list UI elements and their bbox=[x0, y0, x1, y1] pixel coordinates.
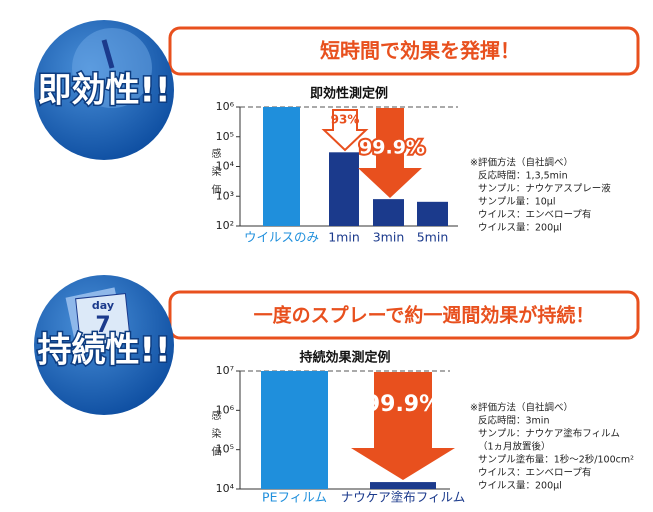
x-tick-label: 1min bbox=[328, 230, 360, 245]
annotation: 99.9% bbox=[365, 392, 441, 417]
badge: 即効性!! bbox=[37, 71, 170, 111]
y-tick-label: 10⁵ bbox=[216, 443, 234, 456]
note: ※評価方法（自社調べ） bbox=[470, 402, 573, 414]
arrow bbox=[358, 108, 422, 198]
note: サンプル：ナウケアスプレー液 bbox=[478, 183, 611, 195]
section-quick: 短時間で効果を発揮！ 即効性!! bbox=[34, 20, 640, 160]
y-tick-label: 10⁴ bbox=[216, 160, 235, 173]
note: ※評価方法（自社調べ） bbox=[470, 157, 573, 169]
header-box bbox=[168, 290, 640, 340]
y-axis-label: 感染価 bbox=[209, 409, 221, 464]
x-tick-label: 3min bbox=[373, 230, 405, 245]
x-tick-label: ウイルスのみ bbox=[244, 230, 319, 245]
bar bbox=[417, 201, 448, 226]
annotation: 99.9% bbox=[359, 137, 425, 159]
y-axis-label: 感染価 bbox=[209, 147, 221, 202]
note: 反応時間：1,3,5min bbox=[478, 170, 568, 182]
header: 一度のスプレーで約一週間効果が持続！ bbox=[254, 304, 595, 327]
calendar-number: 7 bbox=[95, 313, 110, 338]
annotation: 93% bbox=[331, 113, 360, 127]
note: ウイルス量：200μl bbox=[478, 223, 562, 234]
note: 反応時間：3min bbox=[478, 415, 549, 427]
y-tick-label: 10² bbox=[216, 219, 234, 232]
bar bbox=[370, 482, 436, 489]
clock-hand bbox=[101, 39, 115, 69]
y-tick-label: 10⁷ bbox=[216, 364, 234, 377]
calendar-icon bbox=[75, 292, 131, 348]
bar bbox=[373, 199, 404, 226]
note: （1ヵ月放置後） bbox=[478, 441, 551, 453]
chart-title: 持続効果測定例 bbox=[299, 350, 390, 366]
bar bbox=[329, 152, 359, 226]
section-lasting: 一度のスプレーで約一週間効果が持続！ day 7 持続性!! bbox=[34, 275, 640, 415]
note: ウイルス量：200μl bbox=[478, 481, 562, 492]
arrow bbox=[321, 109, 369, 152]
note: ウイルス：エンベロープ有 bbox=[478, 209, 591, 221]
chart-title: 即効性測定例 bbox=[310, 86, 388, 102]
note: サンプル：ナウケア塗布フィルム bbox=[478, 428, 620, 440]
y-tick-label: 10³ bbox=[216, 189, 234, 202]
x-tick-label: PEフィルム bbox=[262, 490, 327, 505]
y-tick-label: 10⁴ bbox=[216, 482, 235, 495]
arrow bbox=[351, 372, 455, 480]
y-tick-label: 10⁶ bbox=[216, 100, 235, 113]
header: 短時間で効果を発揮！ bbox=[320, 39, 520, 63]
header-box bbox=[168, 26, 640, 76]
calendar-label: day bbox=[92, 299, 114, 312]
bar bbox=[261, 371, 328, 489]
note: ウイルス：エンベロープ有 bbox=[478, 467, 591, 479]
note: サンプル塗布量：1秒〜2秒/100cm² bbox=[478, 454, 634, 466]
bar bbox=[263, 107, 300, 226]
badge: 持続性!! bbox=[37, 331, 170, 371]
x-tick-label: 5min bbox=[417, 230, 449, 245]
note: サンプル量：10μl bbox=[478, 197, 556, 208]
x-tick-label: ナウケア塗布フィルム bbox=[341, 490, 466, 505]
y-tick-label: 10⁶ bbox=[216, 403, 235, 416]
y-tick-label: 10⁵ bbox=[216, 130, 234, 143]
